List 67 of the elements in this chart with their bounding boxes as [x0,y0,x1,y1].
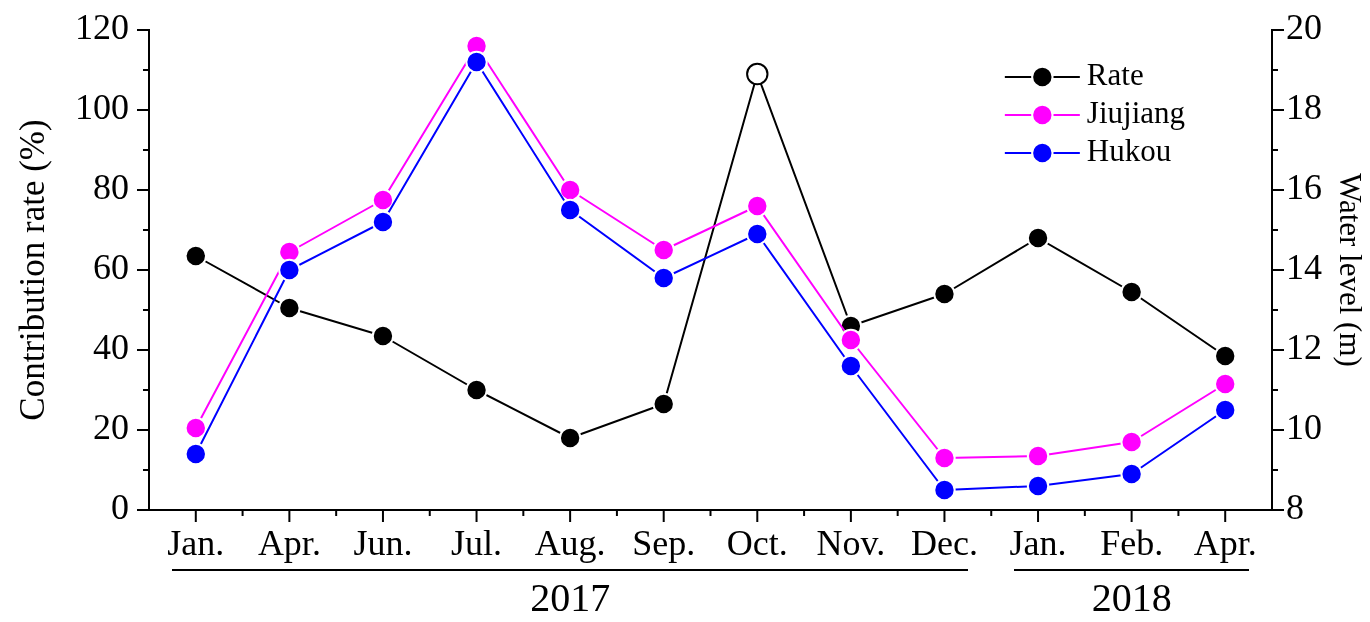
point [184,244,207,268]
x-tick-label: Apr. [257,523,321,564]
y2-tick-label: 10 [1286,407,1322,448]
y2-tick-label: 12 [1286,327,1322,368]
point [933,478,956,502]
legend-label: Hukou [1086,133,1172,169]
point [1120,430,1143,454]
y2-tick-label: 14 [1286,247,1322,288]
point [558,178,582,202]
point [1120,462,1143,486]
point [465,378,488,402]
x-tick-label: Oct. [726,523,788,564]
y-tick-label: 20 [93,407,129,448]
point [184,416,207,440]
x-tick-label: Jan. [167,523,225,564]
point [1026,444,1050,468]
point [839,354,863,378]
x-tick-label: Jun. [353,523,413,564]
point [465,50,488,74]
point [933,446,956,470]
x-tick-label: Jul. [451,523,503,564]
point [184,442,207,466]
point [371,188,395,212]
point [1214,398,1237,422]
x-tick-label: Sep. [632,523,696,564]
point [558,426,582,450]
point [1120,280,1143,304]
y2-tick-label: 16 [1286,167,1322,208]
point [371,210,395,234]
y-axis-title: Contribution rate (%) [13,119,53,421]
x-tick-label: Nov. [816,523,886,564]
point [746,194,769,218]
point [278,240,301,264]
text: 2017 [530,575,611,620]
legend-label: Jiujiang [1086,95,1186,131]
y2-axis-title: Water level (m) [1333,173,1369,367]
y-tick-label: 60 [93,247,129,288]
point [558,198,582,222]
x-tick-label: Dec. [910,523,978,564]
x-tick-label: Apr. [1193,523,1257,564]
point [746,222,769,246]
x-tick-label: Aug. [534,523,606,564]
point [1026,474,1050,498]
y-tick-label: 80 [93,167,129,208]
y-tick-label: 120 [75,7,129,48]
point [746,62,769,86]
point [652,238,675,262]
y2-tick-label: 18 [1286,87,1322,128]
point [371,324,395,348]
point [278,258,301,282]
y-tick-label: 40 [93,327,129,368]
y-tick-label: 0 [111,487,129,528]
y-tick-label: 100 [75,87,129,128]
point [839,328,863,352]
y2-tick-label: 8 [1286,487,1304,528]
text: 2018 [1091,575,1172,620]
point [1214,344,1237,368]
x-tick-label: Feb. [1100,523,1164,564]
point [278,296,301,320]
point [933,282,956,306]
legend-label: Rate [1086,57,1144,93]
y2-tick-label: 20 [1286,7,1322,48]
point [1214,372,1237,396]
point [652,266,675,290]
point [652,392,675,416]
point [1026,226,1050,250]
x-tick-label: Jan. [1009,523,1067,564]
